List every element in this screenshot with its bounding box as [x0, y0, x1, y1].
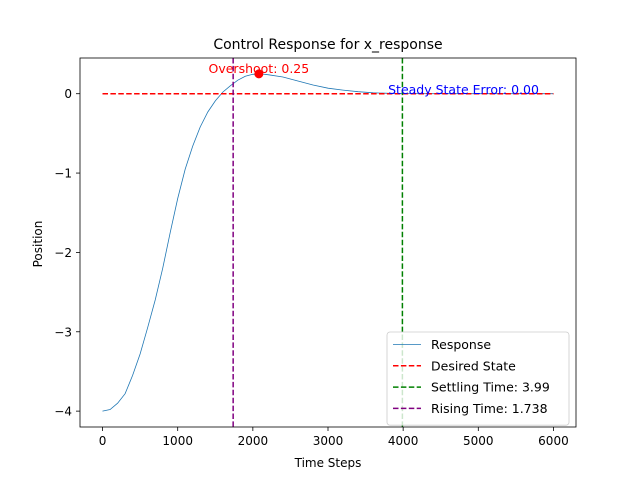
y-tick-label-2: −3: [54, 325, 72, 339]
y-tick-label-3: −2: [54, 246, 72, 260]
series-line-1: [102, 73, 554, 412]
x-tick-label-7: 6000: [538, 434, 569, 448]
plot-area: Overshoot: 0.25 Steady State Error: 0.00 0…: [54, 57, 577, 448]
x-tick-label-1: 0: [99, 434, 107, 448]
y-tick-label-4: −1: [54, 167, 72, 181]
x-tick-label-2: 1000: [162, 434, 193, 448]
x-tick-label-3: 2000: [238, 434, 269, 448]
annotation-label-2: Steady State Error: 0.00: [388, 82, 539, 97]
legend-label-4: Rising Time: 1.738: [431, 401, 548, 416]
y-tick-label-1: −4: [54, 405, 72, 419]
legend-box: [386, 331, 570, 426]
legend: Response Desired State Settling Time: 3.99…: [386, 331, 570, 426]
annotation-marker-1: [254, 69, 264, 79]
x-tick-label-5: 4000: [388, 434, 419, 448]
y-axis-label: Position: [31, 221, 45, 268]
y-tick-label-5: 0: [64, 87, 72, 101]
legend-label-1: Response: [431, 337, 491, 352]
x-tick-label-4: 3000: [313, 434, 344, 448]
legend-label-3: Settling Time: 3.99: [431, 380, 550, 395]
legend-label-2: Desired State: [431, 358, 516, 373]
x-tick-label-6: 5000: [463, 434, 494, 448]
x-axis-label: Time Steps: [294, 456, 362, 470]
chart-title: Control Response for x_response: [213, 37, 442, 53]
annotation-label-1: Overshoot: 0.25: [209, 61, 310, 76]
